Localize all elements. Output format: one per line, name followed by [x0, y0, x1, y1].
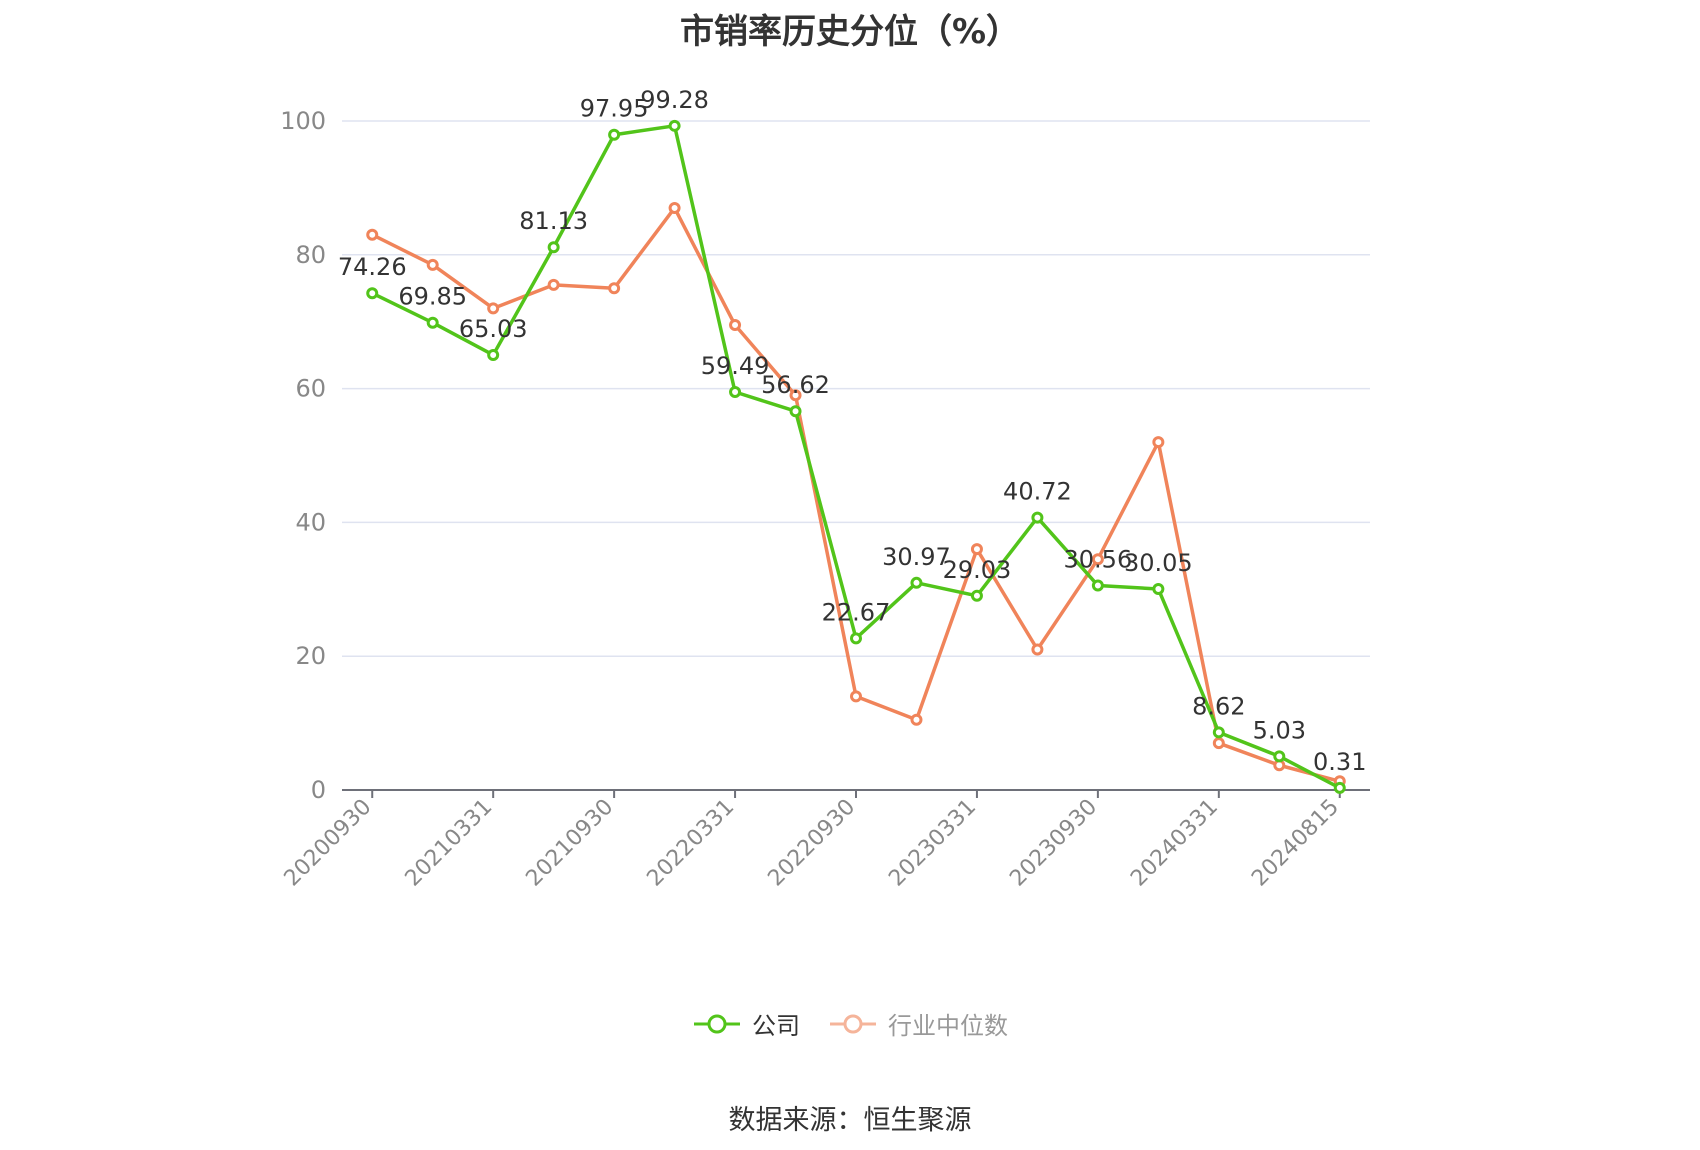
data-point-company: [1091, 579, 1104, 592]
legend-company-marker-icon: [694, 1014, 740, 1033]
data-point-industry: [1152, 436, 1165, 449]
data-label: 22.67: [822, 598, 891, 626]
data-label: 69.85: [398, 283, 467, 311]
y-tick-label: 40: [295, 508, 326, 536]
data-point-industry: [910, 713, 923, 726]
y-tick-label: 100: [280, 107, 326, 135]
data-point-company: [1273, 750, 1286, 763]
data-label: 40.72: [1003, 478, 1072, 506]
data-label: 8.62: [1192, 692, 1245, 720]
data-point-company: [608, 128, 621, 141]
data-point-company: [487, 348, 500, 361]
data-point-company: [910, 576, 923, 589]
data-point-industry: [789, 389, 802, 402]
legend-industry-label: 行业中位数: [888, 1012, 1008, 1040]
data-label: 30.97: [882, 543, 951, 571]
data-point-company: [547, 241, 560, 254]
data-point-company: [850, 632, 862, 645]
legend-item-company[interactable]: 公司: [692, 1006, 800, 1041]
x-tick-label: 20230331: [884, 795, 981, 892]
data-point-company: [366, 287, 379, 300]
data-point-industry: [1031, 643, 1044, 656]
data-point-industry: [668, 201, 681, 214]
data-label: 65.03: [459, 315, 528, 343]
data-source: 数据来源：恒生聚源: [728, 1105, 972, 1136]
x-tick-label: 20210331: [401, 795, 498, 892]
data-label: 56.62: [761, 371, 830, 399]
data-point-industry: [729, 319, 742, 332]
y-tick-label: 80: [295, 241, 326, 269]
data-point-company: [970, 589, 983, 602]
data-label: 30.56: [1064, 546, 1133, 574]
y-tick-label: 60: [295, 375, 326, 403]
legend-item-industry[interactable]: 行业中位数: [828, 1006, 1008, 1041]
data-point-industry: [608, 282, 621, 295]
legend-industry-marker-icon: [830, 1014, 876, 1033]
data-point-company: [789, 405, 802, 418]
data-label: 59.49: [701, 352, 770, 380]
data-label: 99.28: [640, 86, 709, 114]
data-point-industry: [426, 258, 439, 271]
data-point-company: [1212, 726, 1225, 739]
x-tick-label: 20230930: [1005, 795, 1102, 892]
data-label: 5.03: [1253, 716, 1306, 744]
data-point-industry: [547, 278, 560, 291]
data-point-company: [1152, 582, 1165, 595]
data-point-industry: [850, 690, 862, 703]
data-point-company: [668, 119, 681, 132]
x-tick-label: 20200930: [280, 795, 377, 892]
data-point-industry: [970, 543, 983, 556]
data-point-industry: [1212, 737, 1225, 750]
x-tick-label: 20220930: [763, 795, 860, 892]
x-tick-label: 20220331: [642, 795, 739, 892]
data-label: 74.26: [338, 253, 407, 281]
data-label: 29.03: [943, 556, 1012, 584]
data-point-industry: [366, 228, 379, 241]
data-label: 97.95: [580, 95, 649, 123]
x-tick-label: 20240815: [1247, 795, 1344, 892]
data-point-company: [1333, 781, 1346, 794]
y-tick-label: 0: [311, 776, 326, 804]
data-point-company: [426, 316, 439, 329]
y-tick-label: 20: [295, 642, 326, 670]
data-point-company: [1031, 511, 1044, 524]
data-label: 81.13: [519, 207, 588, 235]
data-label: 30.05: [1124, 549, 1193, 577]
legend-company-label: 公司: [752, 1012, 800, 1040]
x-tick-label: 20240331: [1126, 795, 1223, 892]
chart-title: 市销率历史分位（%）: [679, 12, 1021, 52]
data-point-industry: [1091, 553, 1104, 566]
chart-legend: 公司 行业中位数: [0, 1006, 1700, 1041]
data-label: 0.31: [1313, 748, 1366, 776]
x-tick-label: 20210930: [521, 795, 618, 892]
data-point-industry: [487, 302, 500, 315]
data-point-company: [729, 386, 742, 399]
